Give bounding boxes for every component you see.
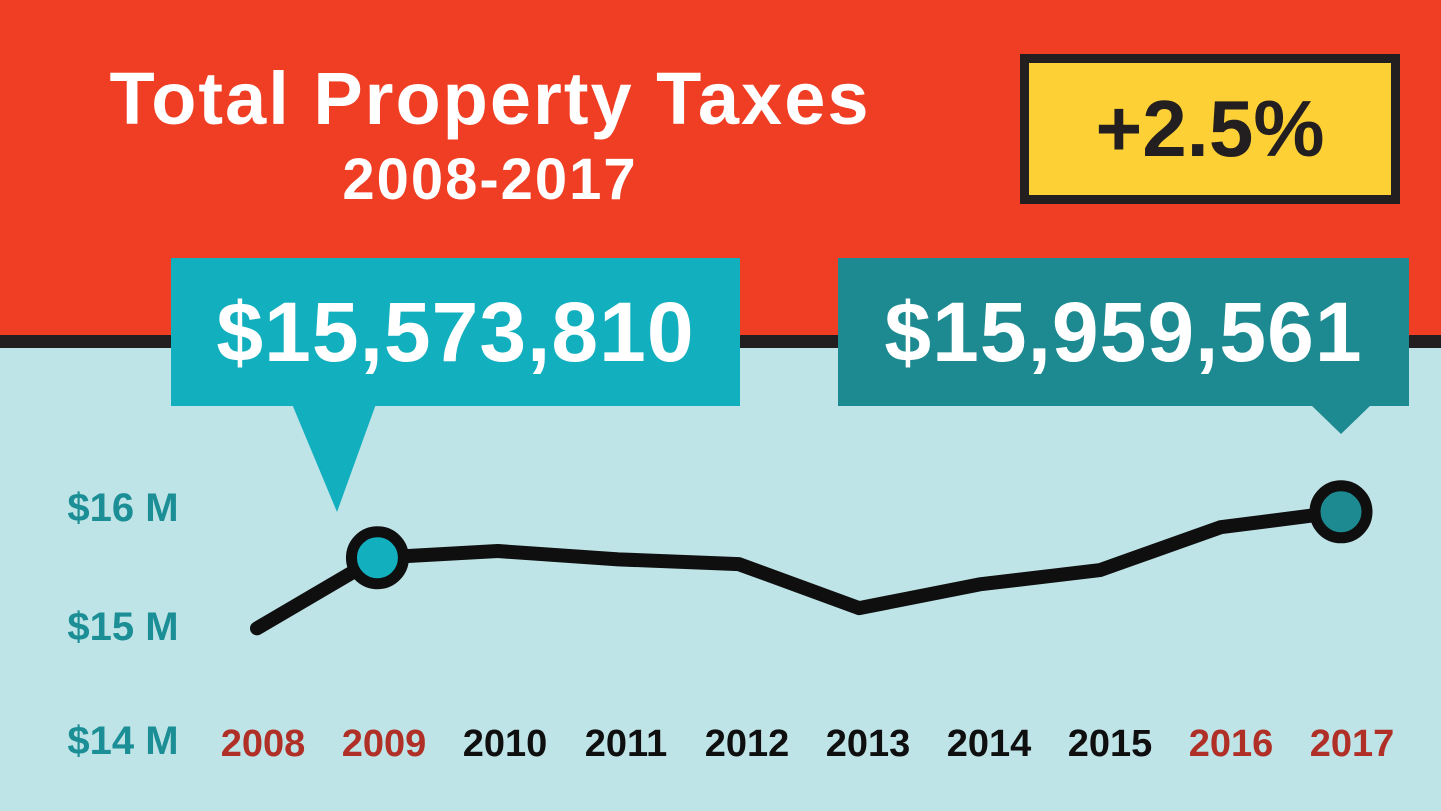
y-tick-label: $15 M: [67, 605, 178, 649]
x-tick-label: 2013: [826, 723, 911, 765]
callout-right-pointer: [1310, 404, 1372, 434]
x-tick-label: 2015: [1068, 723, 1153, 765]
data-point-marker: [1309, 480, 1373, 544]
callout-left-pointer: [292, 404, 376, 512]
x-axis-labels: 2008 2009 2010 2011 2012 2013 2014 2015 2016 2017: [221, 723, 1395, 765]
x-tick-label: 2008: [221, 723, 306, 765]
highlight-markers: [345, 480, 1373, 590]
data-point-marker: [345, 526, 409, 590]
y-axis-labels: $16 M $15 M $14 M: [67, 486, 178, 763]
x-tick-label: 2012: [705, 723, 790, 765]
y-tick-label: $14 M: [67, 719, 178, 763]
x-tick-label: 2010: [463, 723, 548, 765]
x-tick-label: 2009: [342, 723, 427, 765]
x-tick-label: 2014: [947, 723, 1032, 765]
series-line: [250, 504, 1348, 636]
y-tick-label: $16 M: [67, 486, 178, 530]
chart-subtitle: 2008-2017: [342, 147, 638, 212]
x-tick-label: 2011: [585, 723, 667, 765]
percent-change-badge: +2.5%: [1020, 54, 1400, 204]
plot-background: [0, 347, 1441, 811]
callout-2009-value: $15,573,810: [171, 258, 740, 406]
x-tick-label: 2017: [1310, 723, 1395, 765]
x-tick-label: 2016: [1189, 723, 1274, 765]
callout-2017-value: $15,959,561: [838, 258, 1409, 406]
chart-title: Total Property Taxes: [109, 57, 871, 140]
